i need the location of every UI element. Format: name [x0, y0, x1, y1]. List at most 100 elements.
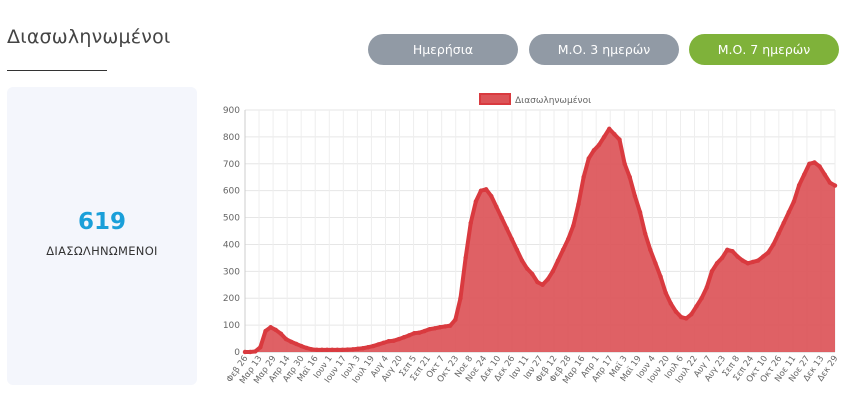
y-tick-label: 500 — [223, 214, 240, 224]
data-point — [489, 193, 494, 199]
data-point — [642, 231, 648, 236]
data-point — [612, 132, 617, 137]
y-tick-label: 300 — [223, 267, 240, 277]
data-point — [463, 255, 468, 261]
data-point — [766, 250, 771, 255]
data-point — [719, 255, 725, 261]
data-point — [730, 248, 735, 254]
data-point — [648, 247, 653, 253]
data-point — [709, 269, 715, 274]
data-point — [427, 326, 432, 332]
data-point — [735, 254, 740, 259]
data-point — [478, 188, 484, 193]
data-point — [247, 349, 253, 355]
data-point — [283, 336, 289, 342]
data-point — [725, 247, 730, 253]
data-point — [637, 209, 643, 215]
daily-toggle-button[interactable]: Ημερήσια — [368, 34, 518, 65]
data-point — [827, 180, 833, 185]
data-point — [304, 345, 309, 351]
data-point — [294, 341, 299, 347]
data-point — [355, 346, 361, 351]
data-point — [299, 343, 304, 349]
data-point — [350, 347, 355, 352]
three-day-average-toggle-button[interactable]: Μ.Ο. 3 ημερών — [529, 34, 679, 65]
data-point — [335, 347, 340, 353]
data-point — [832, 183, 838, 188]
data-point — [622, 161, 627, 166]
stat-card: 619 ΔΙΑΣΩΛΗΝΩΜΕΝΟΙ — [7, 87, 197, 385]
data-point — [330, 347, 335, 353]
data-point — [760, 254, 766, 259]
legend-label[interactable]: Διασωληνωμένοι — [515, 95, 591, 106]
data-point — [781, 220, 786, 226]
data-point — [586, 156, 591, 161]
data-point — [417, 330, 422, 335]
data-point — [601, 134, 607, 140]
data-point — [494, 204, 499, 209]
data-point — [684, 316, 689, 321]
data-point — [535, 279, 540, 285]
data-point — [540, 282, 545, 287]
data-point — [391, 338, 396, 343]
data-point — [678, 314, 684, 320]
data-point — [689, 312, 694, 317]
data-point — [422, 328, 427, 334]
y-tick-label: 200 — [223, 294, 240, 304]
data-point — [499, 215, 504, 220]
data-point — [745, 261, 750, 266]
data-point — [340, 347, 345, 353]
stat-value: 619 — [77, 209, 126, 235]
data-point — [432, 326, 438, 331]
data-point — [278, 331, 284, 336]
data-point — [314, 347, 320, 353]
data-point — [740, 258, 745, 263]
data-point — [796, 183, 802, 188]
data-point — [807, 161, 812, 166]
data-point — [555, 258, 561, 263]
data-point — [371, 343, 376, 349]
data-point — [381, 340, 386, 346]
stat-label: ΔΙΑΣΩΛΗΝΩΜΕΝΟΙ — [46, 244, 158, 258]
data-point — [714, 261, 720, 266]
data-point — [242, 349, 248, 355]
data-point — [514, 247, 520, 253]
data-point — [545, 277, 550, 282]
data-point — [653, 261, 658, 266]
data-point — [627, 175, 632, 180]
data-point — [448, 323, 453, 328]
data-point — [607, 126, 612, 132]
y-tick-label: 600 — [223, 187, 240, 197]
data-point — [596, 142, 602, 148]
data-point — [750, 259, 756, 265]
y-tick-label: 800 — [223, 133, 240, 143]
data-point — [258, 344, 263, 350]
data-point — [253, 349, 258, 354]
data-point — [319, 347, 325, 353]
data-point — [802, 172, 807, 177]
data-point — [591, 148, 597, 153]
data-point — [386, 339, 391, 344]
series-area-fill — [245, 128, 835, 352]
data-point — [771, 242, 776, 247]
page-title: Διασωληνωμένοι — [7, 26, 171, 48]
data-point — [817, 164, 822, 169]
data-point — [791, 199, 797, 204]
data-point — [324, 347, 330, 353]
seven-day-average-toggle-button[interactable]: Μ.Ο. 7 ημερών — [689, 34, 839, 65]
data-point — [571, 223, 576, 228]
data-point — [617, 137, 622, 142]
data-point — [263, 328, 268, 334]
data-point — [673, 309, 679, 314]
title-underline — [7, 70, 107, 71]
data-point — [566, 236, 571, 242]
data-point — [268, 325, 273, 330]
data-point — [786, 209, 792, 215]
data-point — [442, 324, 448, 329]
y-tick-label: 700 — [223, 160, 240, 170]
data-point — [699, 296, 704, 301]
y-tick-label: 100 — [223, 321, 240, 331]
data-point — [530, 271, 535, 277]
data-point — [376, 342, 381, 347]
